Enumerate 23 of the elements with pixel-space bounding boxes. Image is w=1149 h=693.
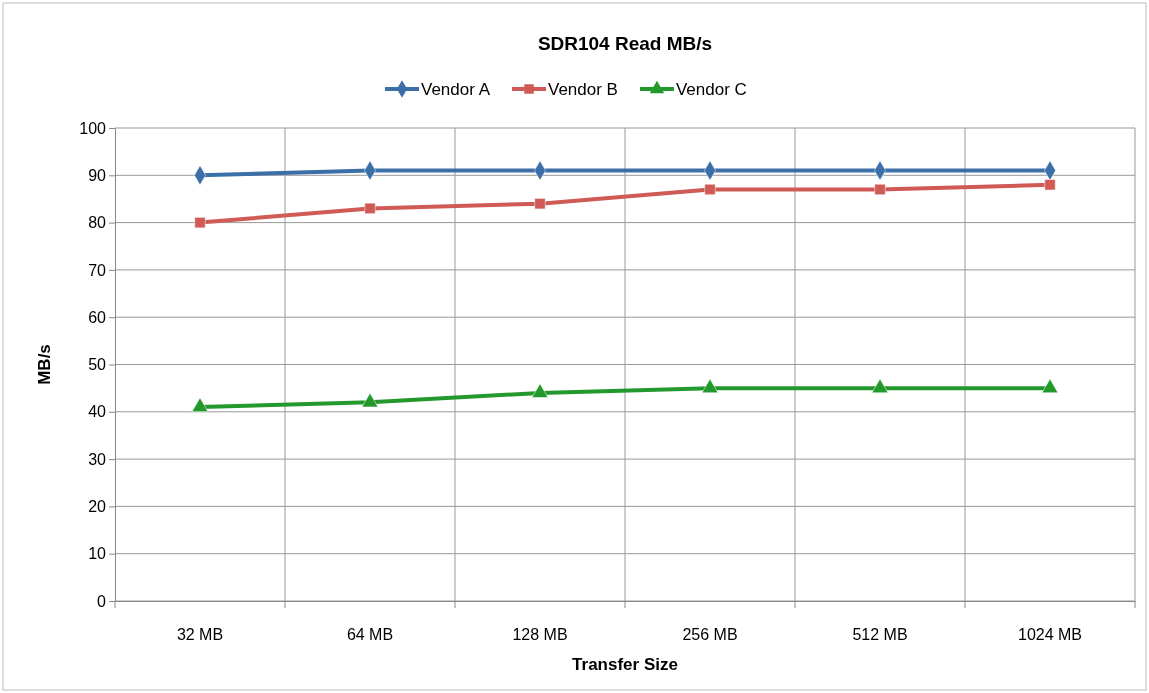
x-tick-label: 256 MB: [682, 626, 738, 644]
y-tick-label: 30: [88, 450, 107, 468]
y-tick-label: 60: [88, 308, 107, 326]
y-tick-label: 40: [88, 403, 107, 421]
y-tick-label: 100: [79, 119, 107, 137]
x-tick-label: 128 MB: [512, 626, 568, 644]
legend-label: Vendor B: [548, 80, 618, 99]
x-tick-label: 64 MB: [346, 626, 394, 644]
x-tick-label: 1024 MB: [1017, 626, 1083, 644]
y-tick-label: 50: [88, 356, 107, 374]
legend-label: Vendor A: [421, 80, 491, 99]
legend-label: Vendor C: [675, 80, 747, 99]
y-tick-label: 80: [88, 214, 107, 232]
x-tick-label: 512 MB: [852, 626, 908, 644]
y-tick-label: 90: [88, 166, 107, 184]
y-tick-label: 20: [88, 498, 107, 516]
y-tick-label: 0: [97, 592, 107, 610]
x-axis-title: Transfer Size: [572, 655, 678, 674]
y-tick-label: 10: [88, 545, 107, 563]
y-axis-title: MB/s: [35, 344, 54, 385]
chart-title: SDR104 Read MB/s: [537, 33, 713, 54]
y-tick-label: 70: [88, 261, 107, 279]
x-tick-label: 32 MB: [176, 626, 224, 644]
